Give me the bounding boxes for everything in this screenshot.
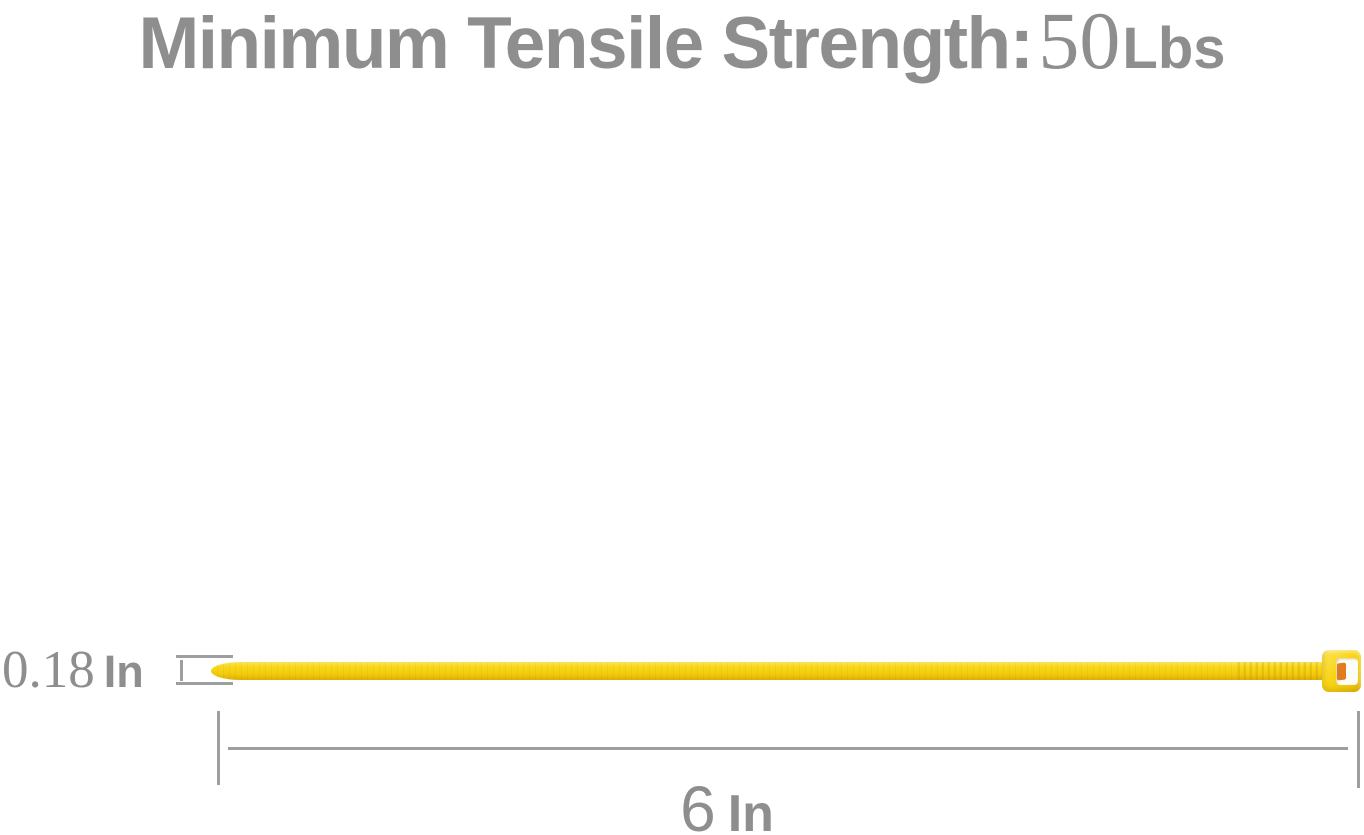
page-title: Minimum Tensile Strength:50Lbs (138, 0, 1225, 88)
cable-tie-strap (211, 662, 1325, 680)
cable-tie-head-pawl (1337, 662, 1346, 681)
length-dimension-label: 6 In (617, 772, 837, 835)
length-dimension-line (228, 747, 1348, 750)
width-bracket-tick (180, 660, 183, 681)
width-bracket-bottom-line (176, 682, 233, 685)
length-extension-line-right (1357, 711, 1360, 788)
length-dimension-number: 6 (680, 773, 716, 835)
width-bracket-top-line (176, 655, 233, 658)
title-value-unit: Lbs (1122, 16, 1226, 81)
width-dimension-unit: In (103, 646, 144, 697)
width-dimension-label: 0.18 In (2, 640, 144, 700)
cable-tie-head (1322, 650, 1361, 692)
length-dimension-unit: In (727, 785, 774, 835)
cable-tie-head-slot (1336, 658, 1358, 685)
title-label: Minimum Tensile Strength: (138, 3, 1033, 84)
width-dimension-number: 0.18 (2, 641, 95, 699)
title-value-number: 50 (1038, 0, 1121, 86)
length-extension-line-left (217, 711, 220, 785)
cable-tie-teeth (1238, 662, 1324, 680)
